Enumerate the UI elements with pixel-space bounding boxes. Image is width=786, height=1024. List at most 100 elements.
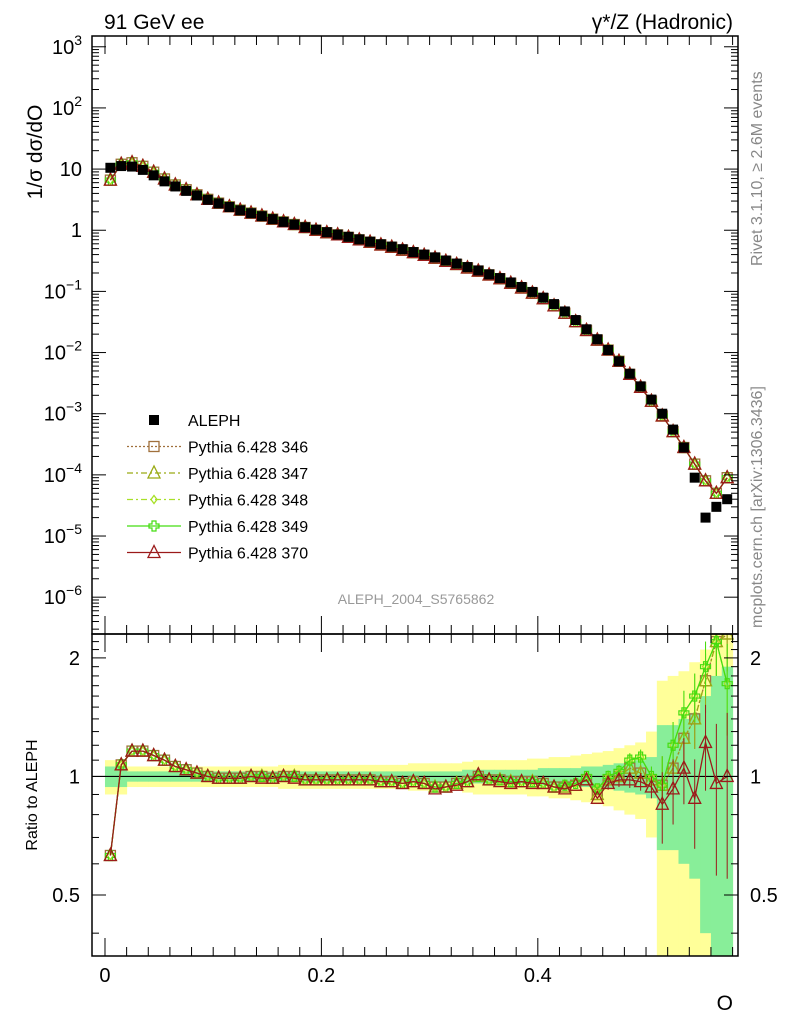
ratio-point — [525, 774, 540, 790]
ratio-point — [420, 778, 429, 789]
ratio-point — [341, 771, 356, 786]
aleph-point — [148, 170, 159, 181]
aleph-point — [613, 356, 624, 367]
ratio-point — [601, 774, 616, 790]
ratio-point — [135, 742, 150, 757]
aleph-point — [603, 345, 614, 356]
ratio-point — [406, 773, 421, 788]
ratio-point — [157, 751, 172, 766]
ratio-point — [276, 767, 291, 783]
ratio-point — [330, 771, 345, 786]
aleph-point — [624, 368, 635, 379]
aleph-point — [159, 176, 170, 187]
aleph-point — [191, 190, 202, 201]
ratio-point — [322, 774, 331, 785]
ratio-point — [720, 634, 735, 640]
aleph-point — [516, 282, 527, 293]
aleph-point — [473, 265, 484, 276]
y-tick-label: 10−4 — [44, 460, 82, 487]
y-axis-title: 1/σ dσ/dO — [24, 105, 47, 200]
ratio-point — [363, 771, 378, 786]
y-tick-label: 10 — [60, 159, 82, 181]
legend-marker — [149, 415, 159, 425]
ratio-point — [655, 795, 670, 810]
ratio-point — [182, 764, 190, 775]
y-tick-label: 1 — [71, 220, 82, 242]
ratio-point — [287, 769, 302, 784]
ratio-point — [656, 779, 668, 791]
ratio-point — [355, 774, 364, 785]
ratio-point — [139, 745, 147, 757]
ratio-point — [721, 678, 733, 690]
ratio-point — [622, 771, 637, 786]
ratio-point — [633, 773, 648, 788]
ratio-point — [645, 770, 658, 783]
aleph-point — [419, 249, 430, 260]
ratio-point — [377, 776, 385, 787]
ratio-point — [667, 739, 679, 751]
ratio-point — [568, 776, 583, 791]
ratio-point — [366, 774, 374, 785]
aleph-point — [354, 234, 365, 245]
y-tick-label: 10−5 — [44, 521, 82, 548]
x-tick-label: 0.2 — [307, 965, 335, 987]
ratio-point — [103, 847, 118, 862]
aleph-point — [678, 442, 689, 453]
ratio-point — [189, 764, 205, 779]
ratio-point — [666, 780, 681, 795]
legend-label: Pythia 6.428 348 — [188, 493, 308, 510]
legend-label: Pythia 6.428 370 — [188, 546, 308, 563]
legend-marker — [146, 464, 162, 479]
legend-marker — [148, 440, 160, 453]
aleph-point — [711, 501, 722, 512]
ratio-point — [254, 769, 269, 784]
ratio-point — [279, 771, 288, 782]
ratio-point — [308, 771, 324, 786]
aleph-point — [127, 161, 138, 172]
ratio-uncertainty-bands — [104, 634, 734, 956]
aleph-point — [451, 258, 462, 269]
ratio-point — [417, 774, 432, 790]
ratio-point — [203, 771, 212, 782]
aleph-point — [289, 219, 300, 230]
ratio-point — [124, 742, 140, 757]
ratio-point — [580, 770, 593, 783]
ratio-point — [222, 769, 237, 784]
ratio-point — [514, 773, 529, 788]
ratio-point — [298, 771, 313, 786]
ratio-point — [333, 774, 342, 785]
aleph-point — [484, 269, 495, 280]
ratio-point — [233, 769, 248, 784]
ratio-point — [193, 767, 201, 779]
aleph-point — [408, 247, 419, 258]
aleph-point — [365, 236, 376, 247]
ratio-point — [689, 690, 701, 702]
aleph-point — [722, 494, 733, 505]
data-point — [106, 175, 115, 186]
aleph-point — [646, 394, 657, 405]
aleph-point — [202, 194, 213, 205]
ratio-line — [109, 742, 728, 856]
ratio-tick-label: 1 — [69, 766, 80, 788]
ratio-point — [106, 850, 115, 861]
ratio-point — [559, 779, 571, 791]
aleph-point — [494, 273, 505, 284]
ratio-point — [460, 773, 475, 788]
ratio-point — [536, 774, 551, 790]
analysis-label: ALEPH_2004_S5765862 — [338, 591, 495, 607]
aleph-point — [321, 227, 332, 238]
ratio-point — [387, 776, 396, 787]
aleph-point — [538, 292, 549, 303]
ratio-point — [720, 767, 735, 783]
ratio-point — [211, 769, 226, 784]
ratio-point — [265, 769, 280, 784]
aleph-point — [213, 198, 224, 209]
ratio-point — [312, 774, 320, 785]
aleph-point — [635, 381, 646, 392]
aleph-point — [105, 162, 116, 173]
aleph-point — [559, 306, 570, 317]
aleph-point — [375, 239, 386, 250]
legend-marker — [148, 520, 160, 532]
ratio-point — [678, 707, 690, 719]
ratio-point — [471, 766, 486, 781]
